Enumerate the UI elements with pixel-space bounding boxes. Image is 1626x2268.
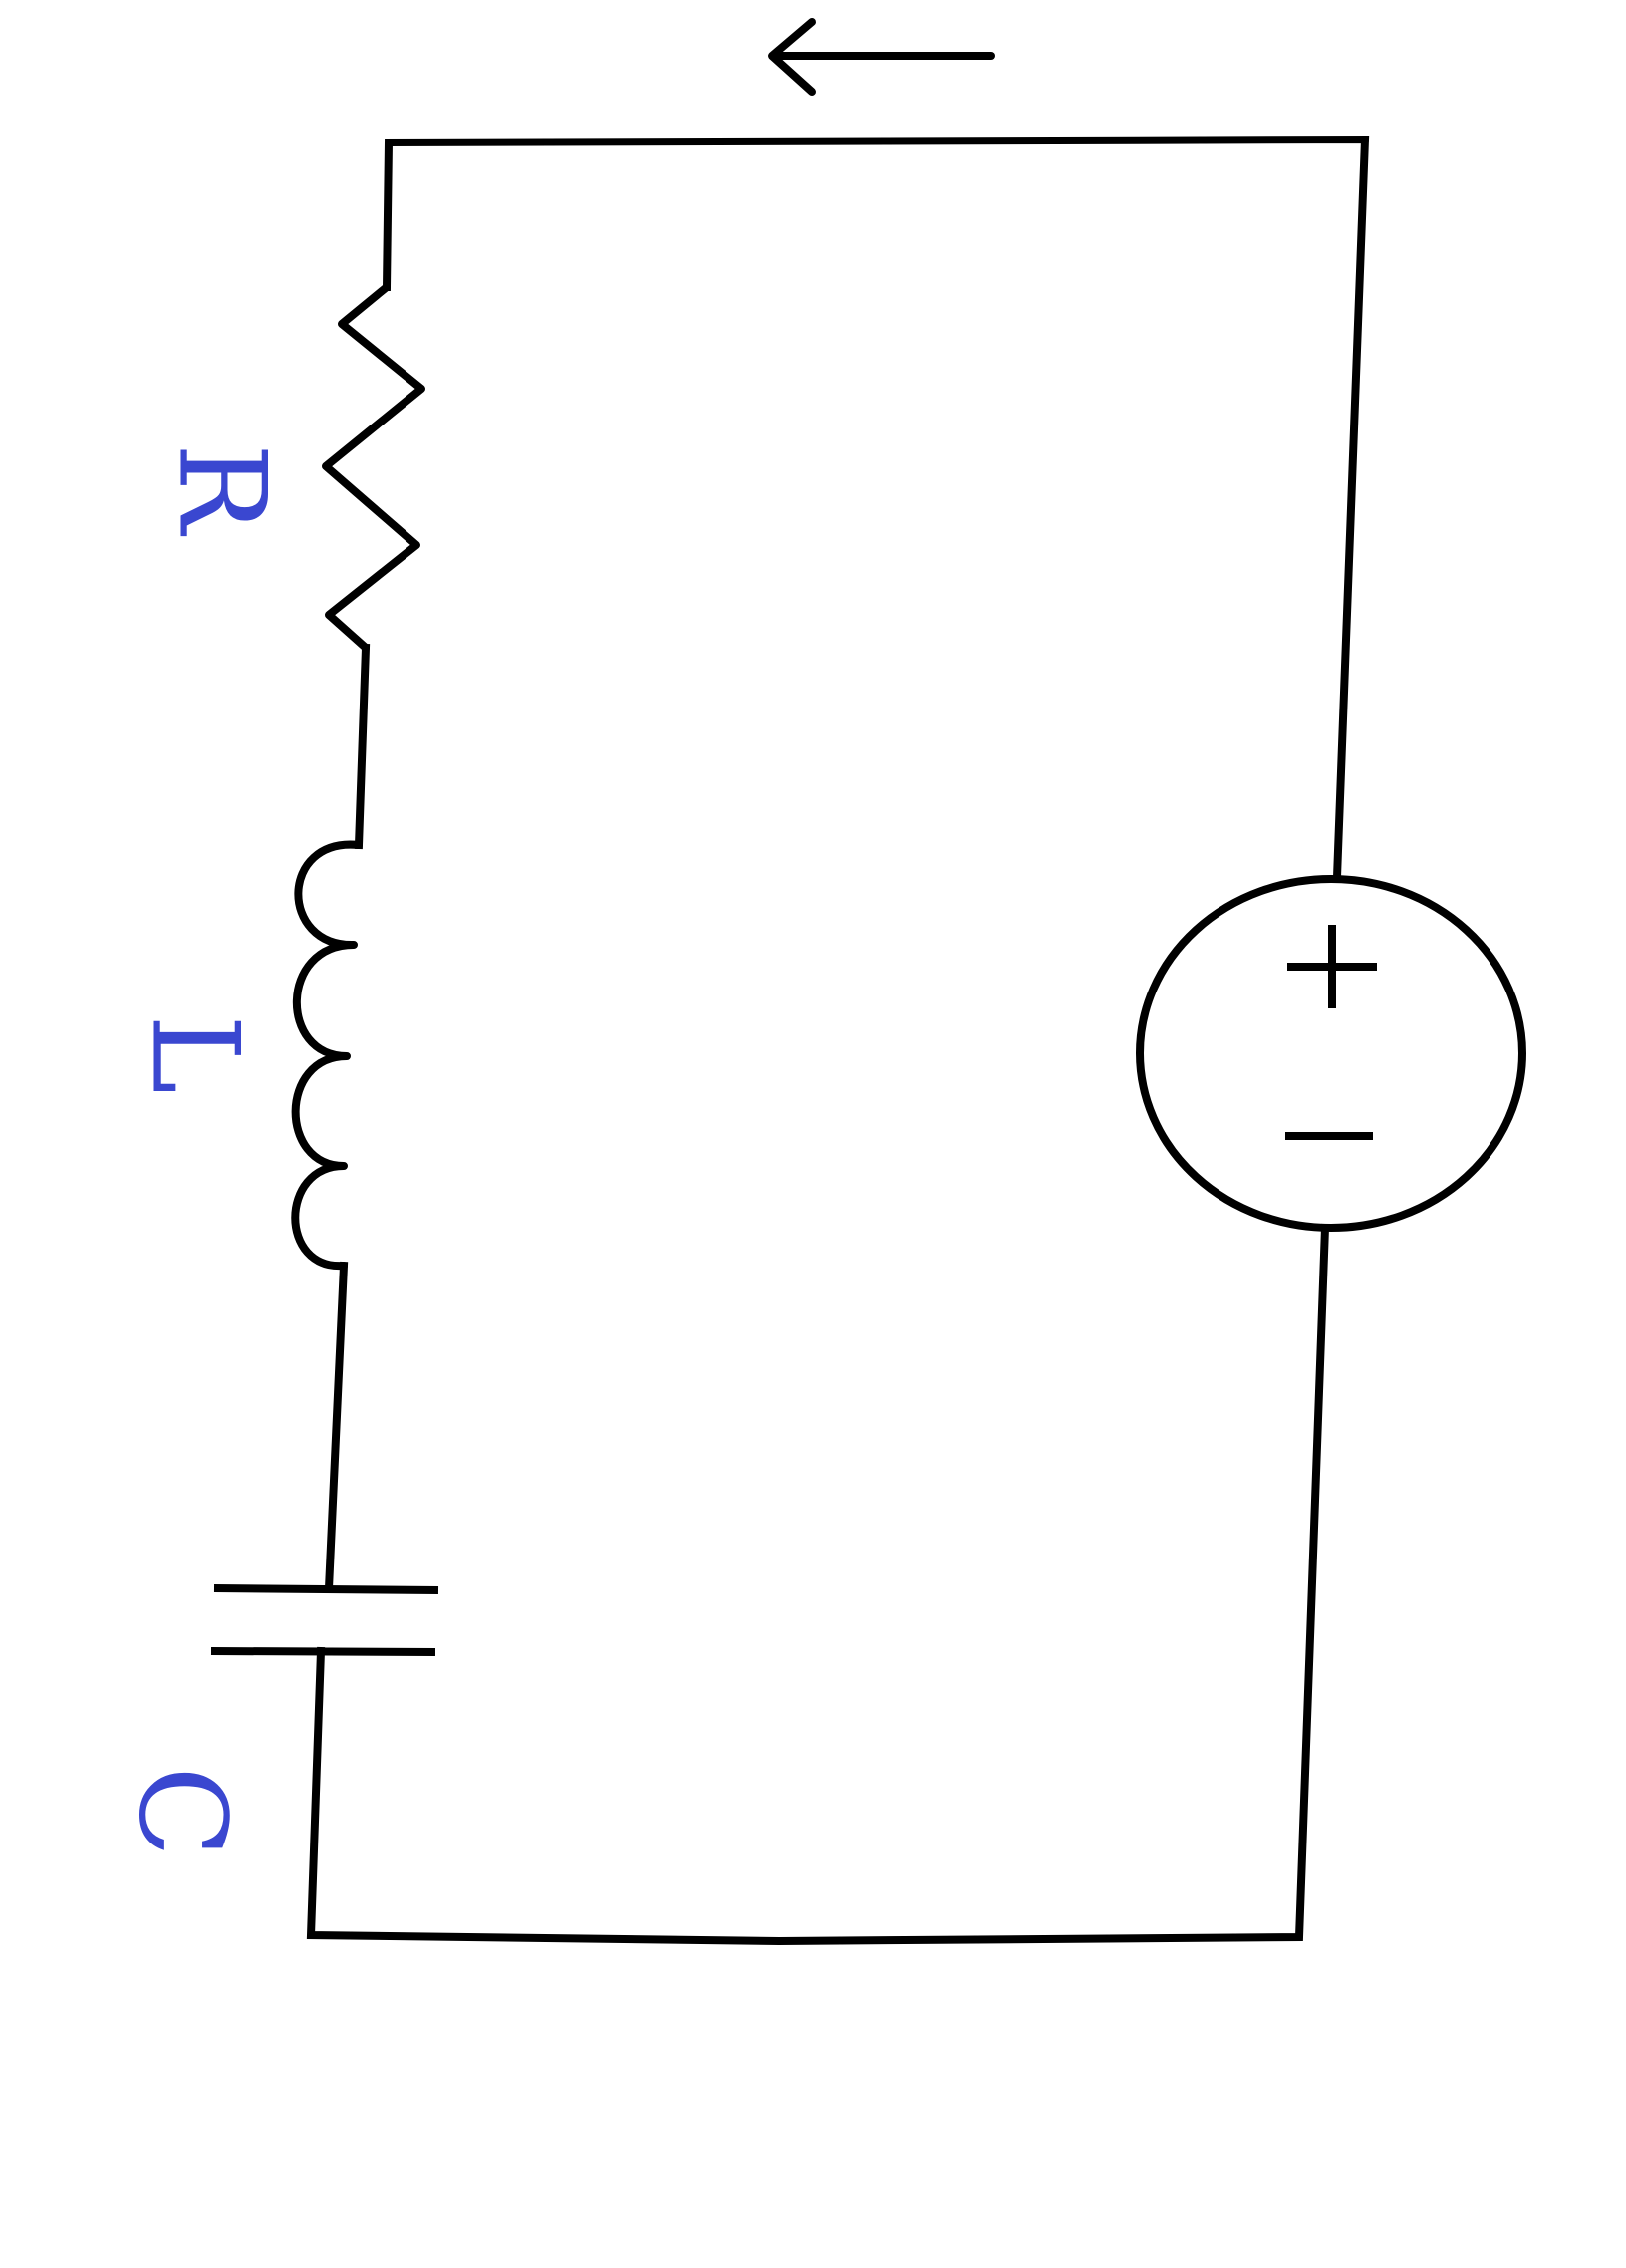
resistor-label: R (152, 443, 291, 537)
wire-resistor-inductor (354, 643, 371, 850)
resistor (322, 283, 425, 652)
voltage-source (1136, 875, 1526, 1232)
wire-bottom (306, 1223, 1330, 1946)
inductor-label: L (126, 1014, 264, 1094)
current-arrow (768, 18, 995, 96)
capacitor-label: C (113, 1766, 251, 1857)
wire-inductor-capacitor (324, 1261, 349, 1593)
capacitor (210, 1584, 439, 1656)
plus-sign (1287, 925, 1377, 1008)
inductor (291, 840, 363, 1271)
wire-top (382, 135, 1370, 882)
